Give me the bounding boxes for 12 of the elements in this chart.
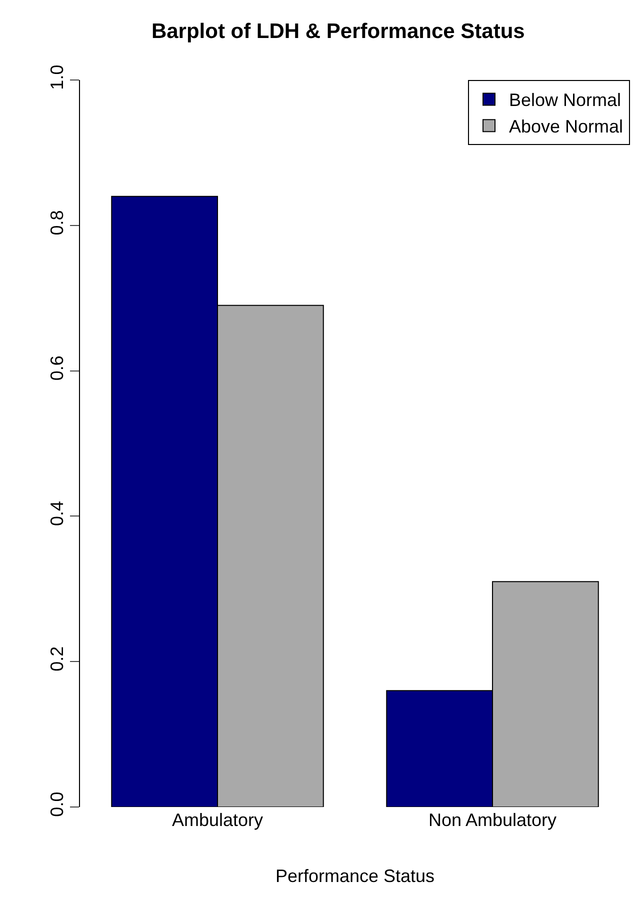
y-tick-label: 1.0: [46, 64, 67, 90]
y-tick-label: 0.0: [46, 792, 67, 817]
y-tick-label: 0.8: [46, 210, 67, 236]
legend-label: Above Normal: [509, 116, 624, 137]
x-tick-label: Ambulatory: [172, 810, 264, 830]
x-axis-title: Performance Status: [275, 866, 435, 886]
chart-title: Barplot of LDH & Performance Status: [151, 20, 525, 43]
x-tick-label: Non Ambulatory: [428, 810, 557, 830]
y-tick-label: 0.4: [46, 500, 67, 526]
y-tick-label: 0.2: [46, 646, 67, 672]
legend-label: Below Normal: [509, 90, 622, 110]
y-tick-label: 0.6: [46, 356, 67, 381]
